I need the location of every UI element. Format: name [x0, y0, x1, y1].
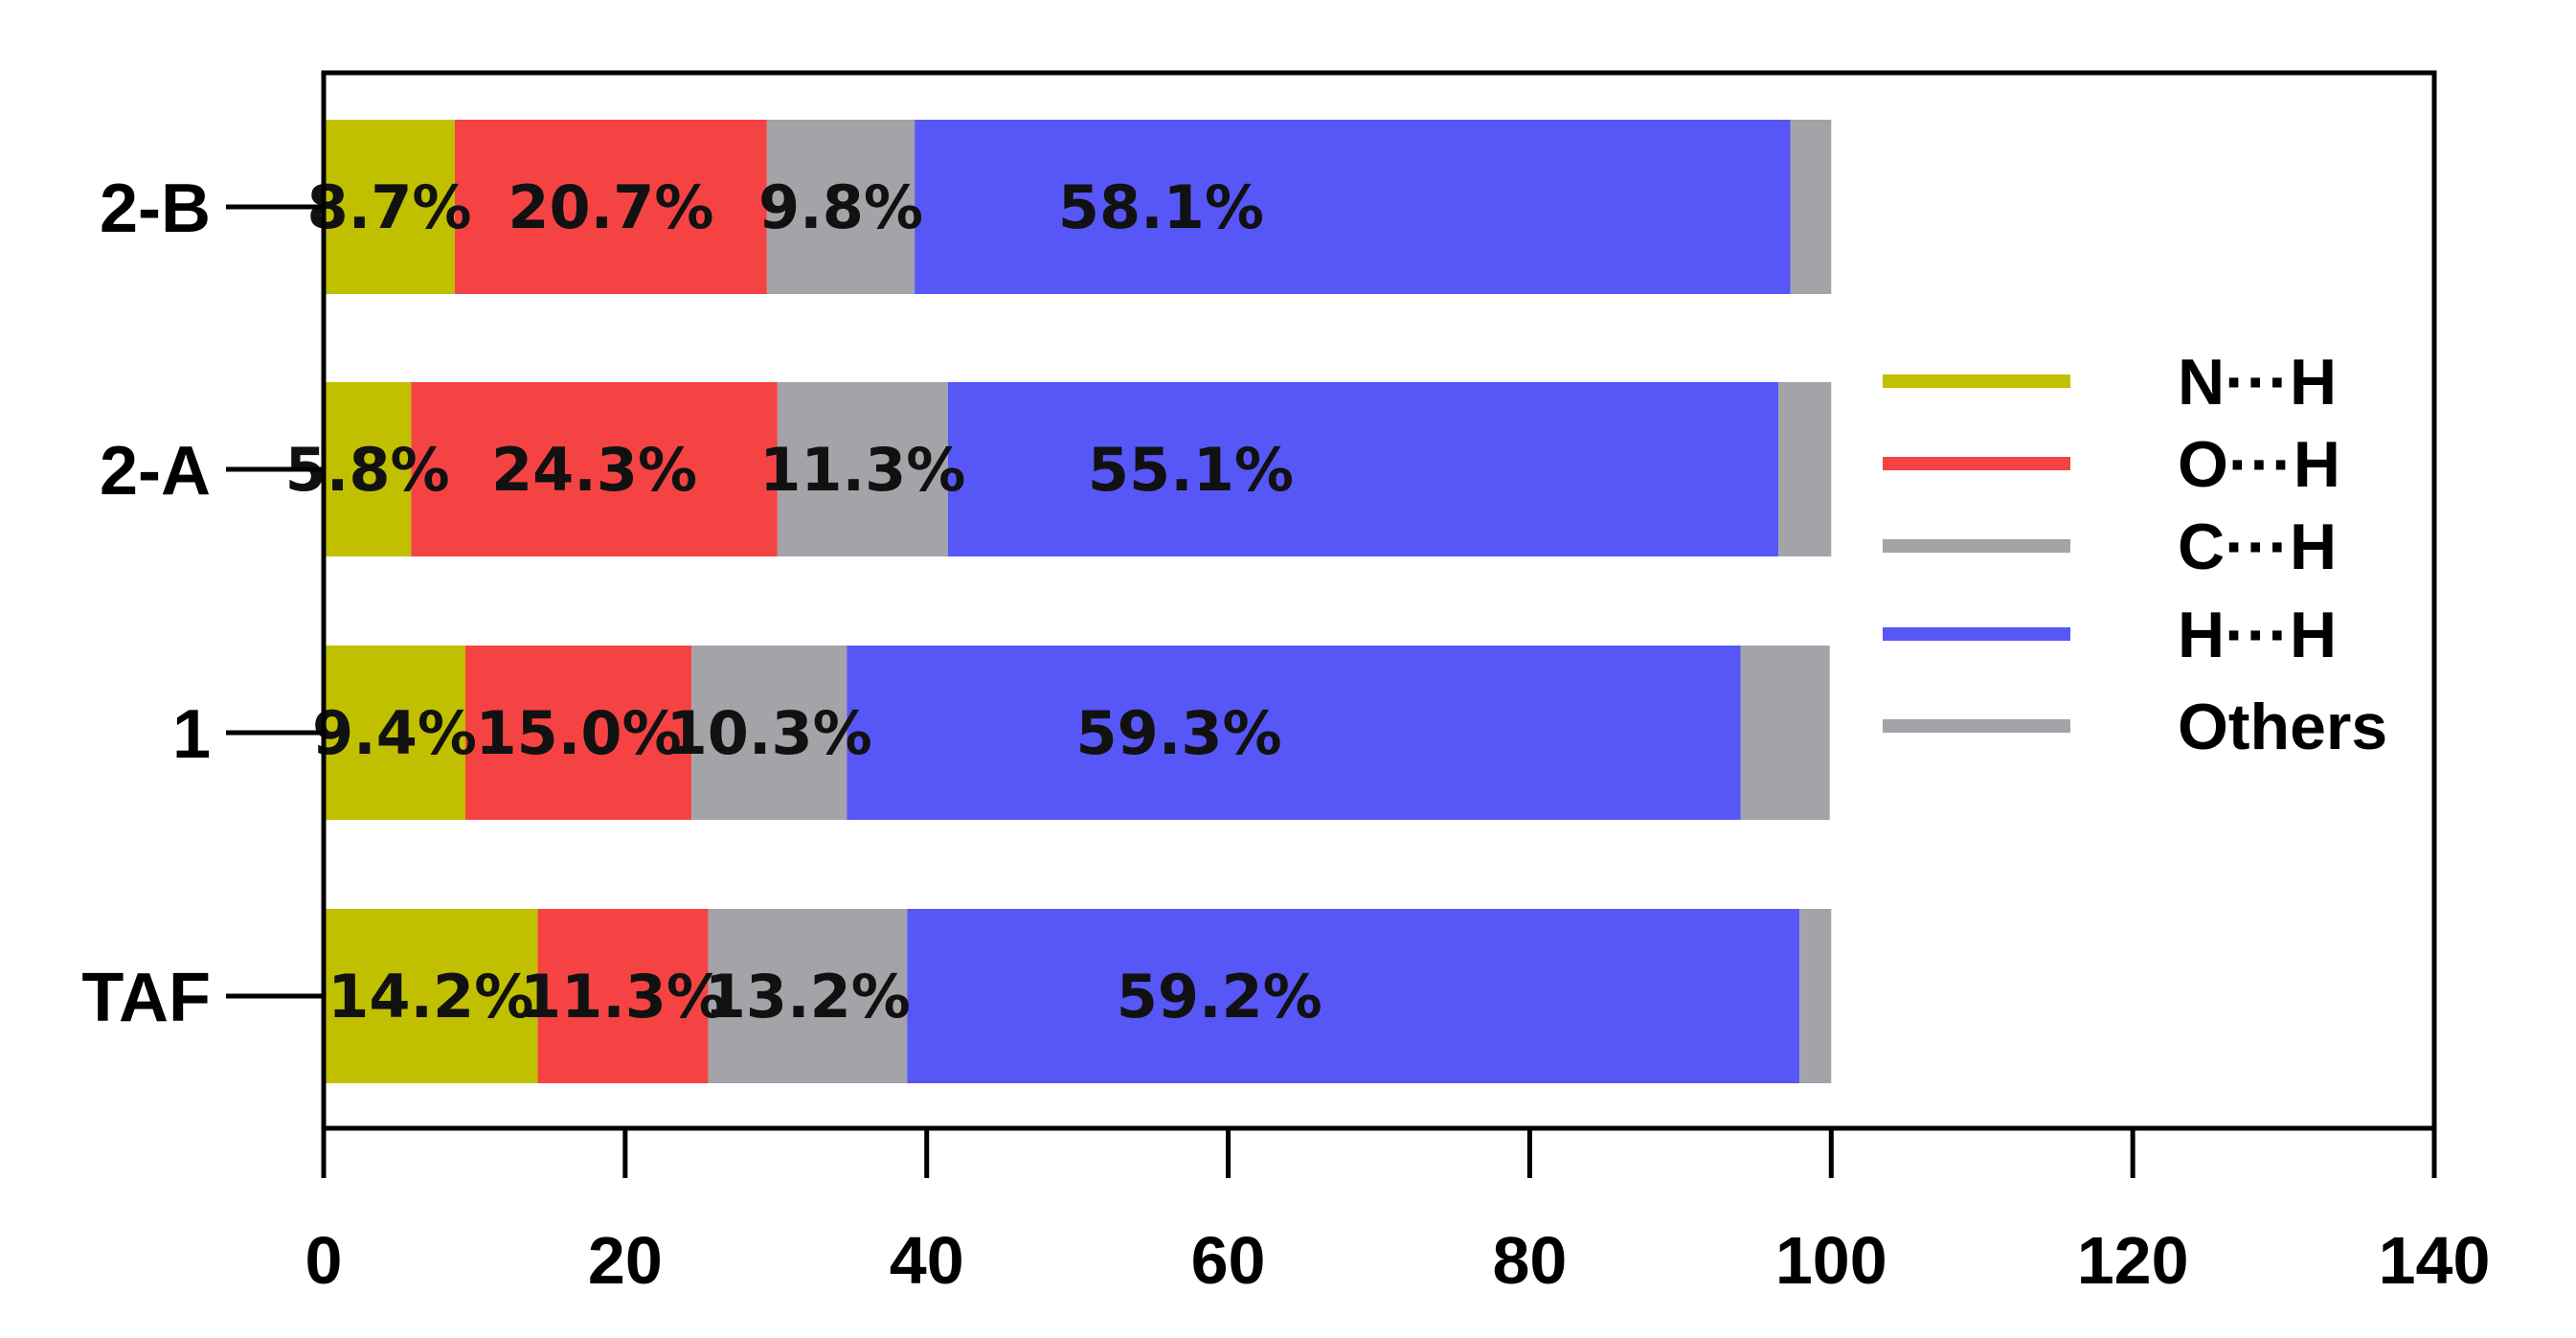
x-tick-label-100: 100 [1775, 1223, 1887, 1298]
bar-2-b-others [1790, 120, 1832, 294]
category-label-2-b: 2-B [100, 170, 211, 247]
data-label-2-b-hh: 58.1% [1058, 172, 1264, 242]
bar-taf-hh [907, 909, 1800, 1083]
x-tick-label-80: 80 [1492, 1223, 1567, 1298]
x-tick-label-120: 120 [2077, 1223, 2189, 1298]
bar-taf-ch [708, 909, 908, 1083]
y-axis: 2-B 2-A 1 TAF [81, 170, 324, 1036]
bar-2-b-oh [454, 120, 767, 294]
data-label-taf-hh: 59.2% [1117, 962, 1322, 1032]
bar-1-nh [324, 646, 465, 820]
bar-taf-nh [324, 909, 538, 1083]
data-label-2-b-ch: 9.8% [758, 172, 923, 242]
bar-1-ch [691, 646, 847, 820]
data-label-taf-oh: 11.3% [520, 962, 726, 1032]
data-label-2-a-hh: 55.1% [1088, 435, 1294, 505]
data-label-1-nh: 9.4% [312, 698, 477, 768]
x-axis: 0 20 40 60 80 100 120 140 [305, 1128, 2491, 1298]
x-tick-label-0: 0 [305, 1223, 343, 1298]
legend-label-nh: N···H [2178, 346, 2337, 419]
bar-1-hh [847, 646, 1741, 820]
category-label-2-a: 2-A [100, 433, 211, 510]
legend: N···H O···H C···H H···H Others [1883, 346, 2387, 763]
legend-label-oh: O···H [2178, 428, 2340, 501]
bar-2-a-nh [324, 382, 412, 556]
legend-label-ch: C···H [2178, 510, 2337, 583]
x-tick-label-20: 20 [588, 1223, 663, 1298]
plot-frame [321, 70, 2437, 1131]
bar-2-a-ch [777, 382, 948, 556]
bar-1-oh [464, 646, 692, 820]
data-label-2-a-ch: 11.3% [759, 435, 965, 505]
x-tick-label-60: 60 [1191, 1223, 1266, 1298]
segment-labels-layer: 8.7% 20.7% 9.8% 58.1%5.8% 24.3% 11.3% 55.1%9.4… [285, 172, 1322, 1032]
category-label-taf: TAF [81, 960, 211, 1036]
data-label-taf-nh: 14.2% [328, 962, 533, 1032]
bar-2-b-ch [766, 120, 915, 294]
data-label-2-b-nh: 8.7% [307, 172, 472, 242]
bar-2-a-others [1778, 382, 1832, 556]
data-label-2-b-oh: 20.7% [508, 172, 713, 242]
bar-2-b-hh [915, 120, 1791, 294]
legend-label-others: Others [2178, 691, 2387, 763]
x-tick-label-140: 140 [2379, 1223, 2491, 1298]
legend-label-hh: H···H [2178, 599, 2337, 671]
data-label-taf-ch: 13.2% [705, 962, 911, 1032]
bar-1-others [1740, 646, 1830, 820]
bar-2-a-hh [947, 382, 1779, 556]
data-label-1-hh: 59.3% [1076, 698, 1282, 768]
bar-taf-others [1799, 909, 1832, 1083]
bar-2-b-nh [324, 120, 455, 294]
bar-2-a-oh [411, 382, 778, 556]
data-label-2-a-oh: 24.3% [491, 435, 697, 505]
data-label-1-oh: 15.0% [476, 698, 682, 768]
bars-layer [324, 120, 1832, 1083]
category-label-1: 1 [172, 696, 211, 773]
bar-taf-oh [537, 909, 709, 1083]
data-label-1-ch: 10.3% [667, 698, 872, 768]
x-tick-label-40: 40 [890, 1223, 964, 1298]
